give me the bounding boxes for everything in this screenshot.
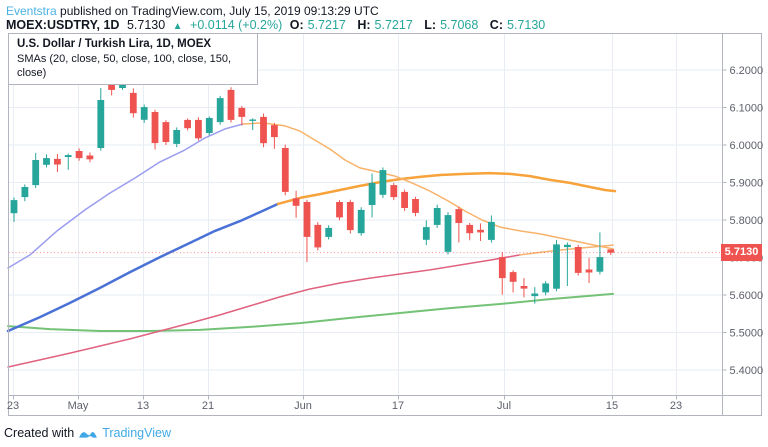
time-axis-labels: 23 May 13 21 Jun 17 Jul 15 23 [7, 395, 682, 412]
price-axis-labels: 6.20006.10006.00005.90005.80005.70005.60… [722, 65, 764, 377]
svg-text:Jul: Jul [497, 400, 511, 412]
svg-text:6.1000: 6.1000 [730, 103, 764, 115]
close-label: C: [489, 18, 503, 32]
svg-text:17: 17 [392, 400, 404, 412]
low-value: 5.7068 [440, 18, 479, 32]
author-link[interactable]: Eventstra [6, 4, 57, 18]
svg-text:5.9000: 5.9000 [730, 178, 764, 190]
sma-50-line [6, 171, 617, 333]
publish-info-line: Eventstra published on TradingView.com, … [6, 4, 379, 18]
publish-text: published on TradingView.com, July 15, 2… [60, 4, 379, 18]
svg-text:5.4000: 5.4000 [730, 365, 764, 377]
svg-text:21: 21 [202, 400, 214, 412]
chart-frame [8, 33, 762, 416]
svg-text:May: May [68, 400, 89, 412]
last-price-badge: 5.7130 [721, 244, 762, 261]
svg-text:13: 13 [137, 400, 149, 412]
sma-100-line [7, 244, 614, 368]
svg-text:5.8000: 5.8000 [730, 215, 764, 227]
chart-legend: U.S. Dollar / Turkish Lira, 1D, MOEX SMA… [8, 33, 258, 85]
svg-text:5.6000: 5.6000 [730, 290, 764, 302]
svg-text:5.5000: 5.5000 [730, 328, 764, 340]
tradingview-link[interactable]: TradingView [102, 426, 171, 440]
footer-attribution: Created with TradingView [4, 425, 171, 441]
symbol-name: MOEX:USDTRY, 1D [6, 18, 120, 32]
svg-text:6.0000: 6.0000 [730, 140, 764, 152]
high-label: H: [357, 18, 371, 32]
legend-symbol-title: U.S. Dollar / Turkish Lira, 1D, MOEX [17, 38, 212, 50]
symbol-info-line: MOEX:USDTRY, 1D 5.7130 ▲ +0.0114 (+0.2%)… [6, 18, 553, 32]
candlestick-series [10, 69, 615, 304]
created-with-text: Created with [4, 426, 75, 440]
close-value: 5.7130 [507, 18, 546, 32]
up-arrow-icon: ▲ [172, 21, 183, 32]
svg-text:23: 23 [670, 400, 682, 412]
open-label: O: [289, 18, 304, 32]
last-price: 5.7130 [126, 18, 166, 32]
svg-text:23: 23 [7, 400, 19, 412]
tradingview-logo-icon [79, 431, 98, 438]
open-value: 5.7217 [307, 18, 346, 32]
high-value: 5.7217 [374, 18, 413, 32]
legend-indicator-label: SMAs (20, close, 50, close, 100, close, … [17, 53, 232, 79]
price-change: +0.0114 (+0.2%) [190, 18, 283, 32]
low-label: L: [424, 18, 437, 32]
sma-20-line [7, 122, 614, 269]
grid-lines [8, 33, 723, 396]
svg-text:6.2000: 6.2000 [730, 65, 764, 77]
sma-150-line [7, 292, 614, 332]
svg-text:15: 15 [606, 400, 618, 412]
svg-text:Jun: Jun [294, 400, 312, 412]
